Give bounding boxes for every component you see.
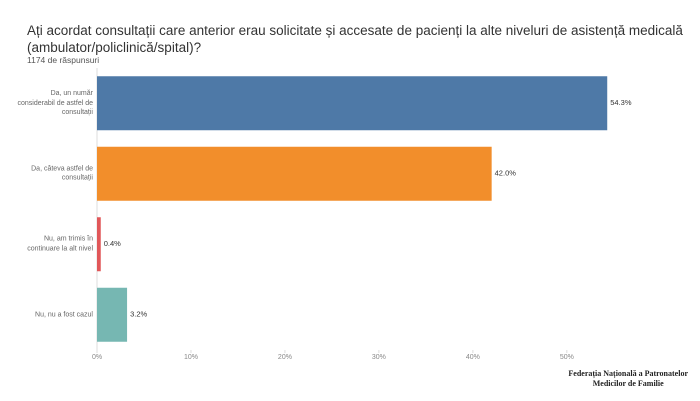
y-tick-label: Nu, nu a fost cazul: [35, 311, 93, 318]
bar: [97, 76, 608, 131]
y-tick-label: Nu, am trimis în continuare la alt nivel: [27, 235, 93, 253]
x-tick-label: 50%: [560, 354, 574, 361]
x-tick-label: 10%: [184, 354, 198, 361]
chart-subtitle: 1174 de răspunsuri: [27, 55, 100, 65]
x-tick-label: 40%: [466, 354, 480, 361]
logo-text: Federația Națională a Patronatelor: [568, 369, 688, 378]
bar: [97, 146, 492, 201]
y-tick-label: Da, câteva astfel de consultații: [31, 165, 93, 182]
x-tick-label: 20%: [278, 354, 292, 361]
logo: Federația Națională a Patronatelor Medic…: [568, 369, 688, 389]
x-tick-label: 30%: [372, 354, 386, 361]
value-label: 54.3%: [610, 98, 632, 107]
value-label: 3.2%: [130, 310, 147, 319]
logo-text: Medicilor de Familie: [592, 379, 664, 388]
bar: [97, 217, 101, 272]
chart-title: Ați acordat consultații care anterior er…: [27, 23, 683, 55]
bar: [97, 287, 128, 342]
value-label: 42.0%: [495, 169, 517, 178]
x-tick-label: 0%: [92, 354, 102, 361]
value-label: 0.4%: [104, 239, 121, 248]
y-tick-label: Da, un număr considerabil de astfel de c…: [17, 90, 94, 116]
